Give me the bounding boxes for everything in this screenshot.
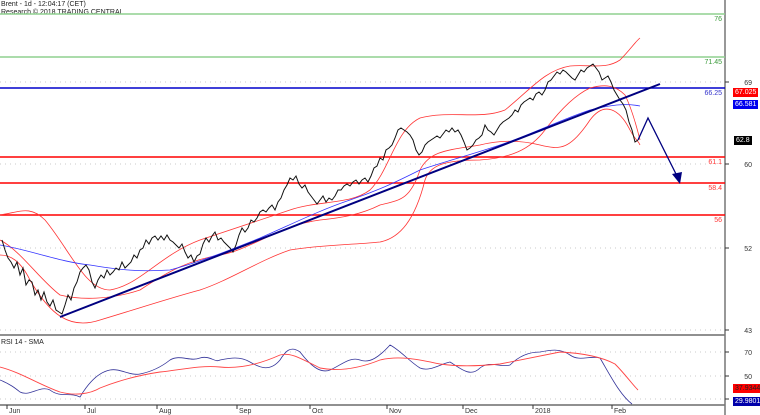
x-tick-nov: Nov [389, 408, 402, 415]
price-series [1, 63, 639, 315]
level-label-71-45: 71.45 [704, 59, 722, 66]
y-tick-60: 60 [744, 162, 752, 169]
x-tick-aug: Aug [159, 408, 172, 415]
level-label-76: 76 [714, 16, 722, 23]
uptrend-line [59, 83, 661, 318]
level-label-66-25: 66.25 [704, 90, 722, 97]
x-tick-jul: Jul [87, 408, 96, 415]
moving-average-tag: 66.581 [733, 100, 759, 109]
y-tick-43: 43 [744, 328, 752, 335]
level-label-61-1: 61.1 [708, 159, 722, 166]
projection-path [637, 116, 679, 179]
moving-average [0, 104, 641, 272]
bollinger-bands [0, 37, 641, 324]
last-price-tag: 62.8 [734, 136, 752, 145]
rsi-sma-tag: 37.9344 [733, 384, 760, 393]
rsi-panel-title: RSI 14 - SMA [1, 339, 44, 346]
rsi-sma-line [0, 351, 639, 395]
x-axis-ticks [6, 405, 613, 409]
y-tick-69: 69 [744, 80, 752, 87]
x-tick-feb: Feb [614, 408, 626, 415]
x-tick-jun: Jun [9, 408, 20, 415]
level-label-56: 56 [714, 217, 722, 224]
rsi-value-tag: 29.9801 [733, 397, 760, 406]
rsi-tick-50: 50 [744, 374, 752, 381]
projection-arrowhead-icon [672, 172, 682, 184]
level-label-58-4: 58.4 [708, 185, 722, 192]
rsi-tick-70: 70 [744, 350, 752, 357]
x-tick-2018: 2018 [535, 408, 551, 415]
chart-title: Brent - 1d - 12:04:17 (CET) [1, 1, 86, 8]
x-tick-sep: Sep [239, 408, 252, 415]
chart-copyright: Research © 2018 TRADING CENTRAL [1, 9, 124, 16]
y-axis-ticks [725, 81, 729, 400]
x-tick-oct: Oct [312, 408, 323, 415]
y-tick-52: 52 [744, 246, 752, 253]
bollinger-upper-tag: 67.025 [733, 88, 759, 97]
price-gridlines [0, 81, 725, 400]
x-tick-dec: Dec [465, 408, 478, 415]
rsi-line [0, 344, 633, 405]
